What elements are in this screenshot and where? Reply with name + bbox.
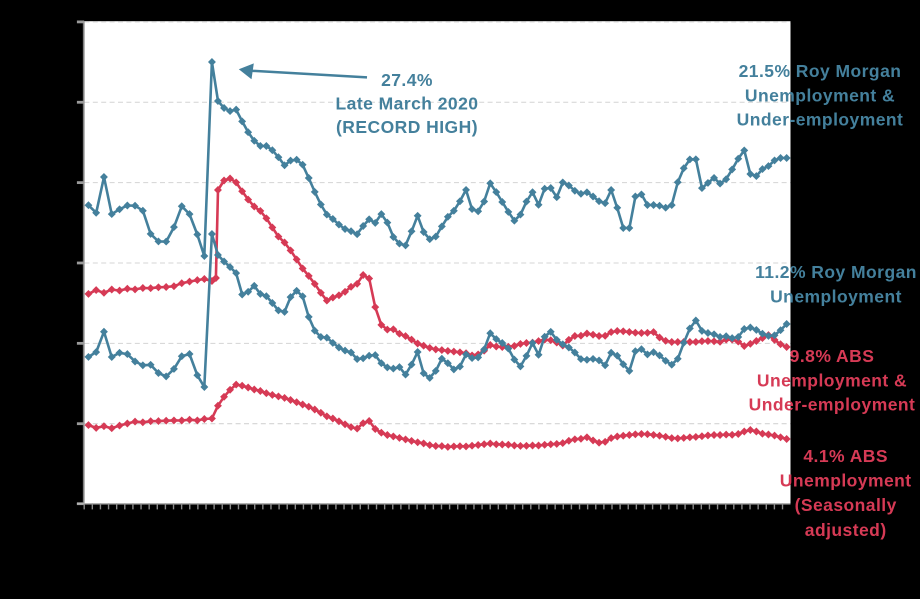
svg-text:(Seasonally: (Seasonally xyxy=(795,495,897,515)
svg-text:Unemployment &: Unemployment & xyxy=(757,370,907,390)
svg-text:adjusted): adjusted) xyxy=(805,520,887,540)
svg-text:9.8% ABS: 9.8% ABS xyxy=(790,346,875,366)
svg-text:Unemployment: Unemployment xyxy=(770,286,902,306)
svg-text:Unemployment: Unemployment xyxy=(780,471,912,491)
svg-text:4.1% ABS: 4.1% ABS xyxy=(803,446,888,466)
svg-text:Unemployment &: Unemployment & xyxy=(745,85,895,105)
svg-text:11.2% Roy Morgan: 11.2% Roy Morgan xyxy=(755,262,917,282)
svg-text:Under-employment: Under-employment xyxy=(749,395,916,415)
svg-text:Late March 2020: Late March 2020 xyxy=(336,94,479,114)
svg-text:(RECORD HIGH): (RECORD HIGH) xyxy=(336,117,478,137)
svg-text:Under-employment: Under-employment xyxy=(737,110,904,130)
svg-text:21.5% Roy Morgan: 21.5% Roy Morgan xyxy=(739,61,902,81)
svg-text:27.4%: 27.4% xyxy=(381,70,433,90)
